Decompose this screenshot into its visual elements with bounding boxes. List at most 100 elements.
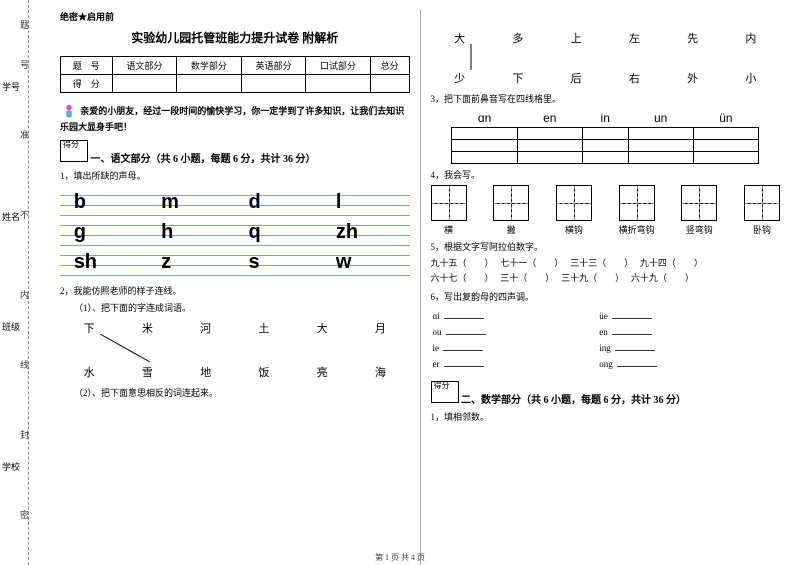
nasal-label: in <box>582 109 628 127</box>
letter-cell: q <box>248 221 308 244</box>
connect-char: 大 <box>445 30 475 46</box>
stroke-label: 横折弯钩 <box>619 223 655 236</box>
binding-label: 号 <box>18 60 31 69</box>
letter-cell: z <box>161 251 221 274</box>
letter-cell: h <box>161 221 221 244</box>
left-column: 绝密★启用前 实验幼儿园托管班能力提升试卷 附解析 题 号 语文部分 数学部分 … <box>50 10 421 565</box>
binding-dashed-line <box>28 0 29 565</box>
right-column: 大 多 上 左 先 内 少 下 后 右 外 小 3，把下面前鼻音写在四线格里。 <box>421 10 791 565</box>
binding-label: 不 <box>18 210 31 219</box>
tian-item: 卧钩 <box>744 185 780 236</box>
binding-field-class: 班级 <box>2 320 20 333</box>
tian-box <box>556 185 592 221</box>
score-header: 英语部分 <box>241 57 306 75</box>
blank <box>446 327 486 335</box>
tian-item: 横折弯钩 <box>619 185 655 236</box>
connect-char: 左 <box>619 30 649 46</box>
connect-char: 地 <box>191 364 221 380</box>
tian-item: 横 <box>431 185 467 236</box>
stroke-label: 横钩 <box>556 223 592 236</box>
tian-box <box>431 185 467 221</box>
connect-row-bot: 少 下 后 右 外 小 <box>431 70 781 86</box>
vowel-label: er <box>433 359 440 369</box>
blank <box>444 359 484 367</box>
connect-char: 雪 <box>132 364 162 380</box>
connect-char: 河 <box>191 320 221 336</box>
q2-text: 2，我能仿照老师的样子连线。 <box>60 284 410 297</box>
content-area: 绝密★启用前 实验幼儿园托管班能力提升试卷 附解析 题 号 语文部分 数学部分 … <box>40 0 800 565</box>
nasal-label: en <box>517 109 582 127</box>
letter-cell: l <box>336 191 396 214</box>
intro-content: 亲爱的小朋友，经过一段时间的愉快学习，你一定学到了许多知识，让我们去知识乐园大显… <box>60 106 404 132</box>
section-1-title: 一、语文部分（共 6 小题，每题 6 分，共计 36 分） <box>91 154 316 165</box>
num-item: 六十九（ ） <box>631 273 694 283</box>
connect-char: 下 <box>503 70 533 86</box>
connect-char: 小 <box>736 70 766 86</box>
secret-label: 绝密★启用前 <box>60 10 410 23</box>
num-item: 九十四（ ） <box>640 258 703 268</box>
child-icon <box>60 103 78 121</box>
connect-char: 上 <box>561 30 591 46</box>
connect-char: 月 <box>365 320 395 336</box>
score-box-label: 得分 <box>434 380 450 391</box>
binding-label: 题 <box>18 20 31 29</box>
exam-title: 实验幼儿园托管班能力提升试卷 附解析 <box>60 29 410 46</box>
stroke-label: 撇 <box>493 223 529 236</box>
blank <box>612 311 652 319</box>
score-header: 口试部分 <box>306 57 371 75</box>
blank <box>443 343 483 351</box>
connect-char: 少 <box>445 70 475 86</box>
letter-row: b m d l <box>60 188 410 218</box>
connect-block-1: 下 米 河 土 大 月 水 雪 地 饭 亮 海 <box>60 320 410 380</box>
connect-char: 右 <box>619 70 649 86</box>
score-cell <box>177 75 242 93</box>
connect-char: 土 <box>249 320 279 336</box>
num-item: 三十九（ ） <box>561 273 620 283</box>
stroke-label: 卧钩 <box>744 223 780 236</box>
tian-box <box>681 185 717 221</box>
num-item: 九十五（ ） <box>431 258 490 268</box>
num-item: 七十一（ ） <box>500 258 559 268</box>
score-header: 题 号 <box>61 57 113 75</box>
q2b-text: （2）、把下面意思相反的词连起来。 <box>60 386 410 399</box>
blank <box>612 327 652 335</box>
connect-char: 外 <box>678 70 708 86</box>
binding-field-school: 学校 <box>2 460 20 473</box>
score-cell <box>370 75 409 93</box>
num-item: 六十七（ ） <box>431 273 490 283</box>
score-box-label: 得分 <box>63 139 79 150</box>
tian-box <box>493 185 529 221</box>
connect-char: 亮 <box>307 364 337 380</box>
score-box: 得分 <box>431 381 459 403</box>
num-item: 三十（ ） <box>500 273 550 283</box>
letter-cell: g <box>74 221 134 244</box>
connect-char: 饭 <box>249 364 279 380</box>
page-footer: 第 1 页 共 4 页 <box>0 552 800 563</box>
section-1-header: 得分 一、语文部分（共 6 小题，每题 6 分，共计 36 分） <box>60 140 410 165</box>
connect-block-2: 大 多 上 左 先 内 少 下 后 右 外 小 <box>431 30 781 86</box>
num-fill-row: 九十五（ ） 七十一（ ） 三十三（ ） 九十四（ ） <box>431 257 781 271</box>
connect-char: 海 <box>365 364 395 380</box>
connect-row-top: 下 米 河 土 大 月 <box>60 320 410 336</box>
letter-cell: b <box>74 191 134 214</box>
q1-text: 1，填出所缺的声母。 <box>60 169 410 182</box>
letter-cell: m <box>161 191 221 214</box>
letter-cell: sh <box>74 251 134 274</box>
vowel-label: en <box>599 327 608 337</box>
connect-char: 下 <box>74 320 104 336</box>
connect-char: 先 <box>678 30 708 46</box>
score-header: 数学部分 <box>177 57 242 75</box>
letter-row: sh z s w <box>60 248 410 278</box>
num-item: 三十三（ ） <box>570 258 629 268</box>
page: 题 学号 号 准 姓名 不 内 班级 线 封 学校 密 绝密★启用前 实验幼儿园… <box>0 0 800 565</box>
q3-text: 3，把下面前鼻音写在四线格里。 <box>431 92 781 105</box>
nasal-label: ün <box>693 109 758 127</box>
section-2-header: 得分 二、数学部分（共 6 小题，每题 6 分，共计 36 分） <box>431 381 781 406</box>
vowel-label: ong <box>599 359 613 369</box>
tian-box <box>619 185 655 221</box>
binding-field-id: 学号 <box>2 80 20 93</box>
connect-line <box>60 334 410 364</box>
letter-cell: s <box>248 251 308 274</box>
score-table: 题 号 语文部分 数学部分 英语部分 口试部分 总分 得 分 <box>60 56 410 93</box>
section2-q1: 1，填相邻数。 <box>431 410 781 423</box>
